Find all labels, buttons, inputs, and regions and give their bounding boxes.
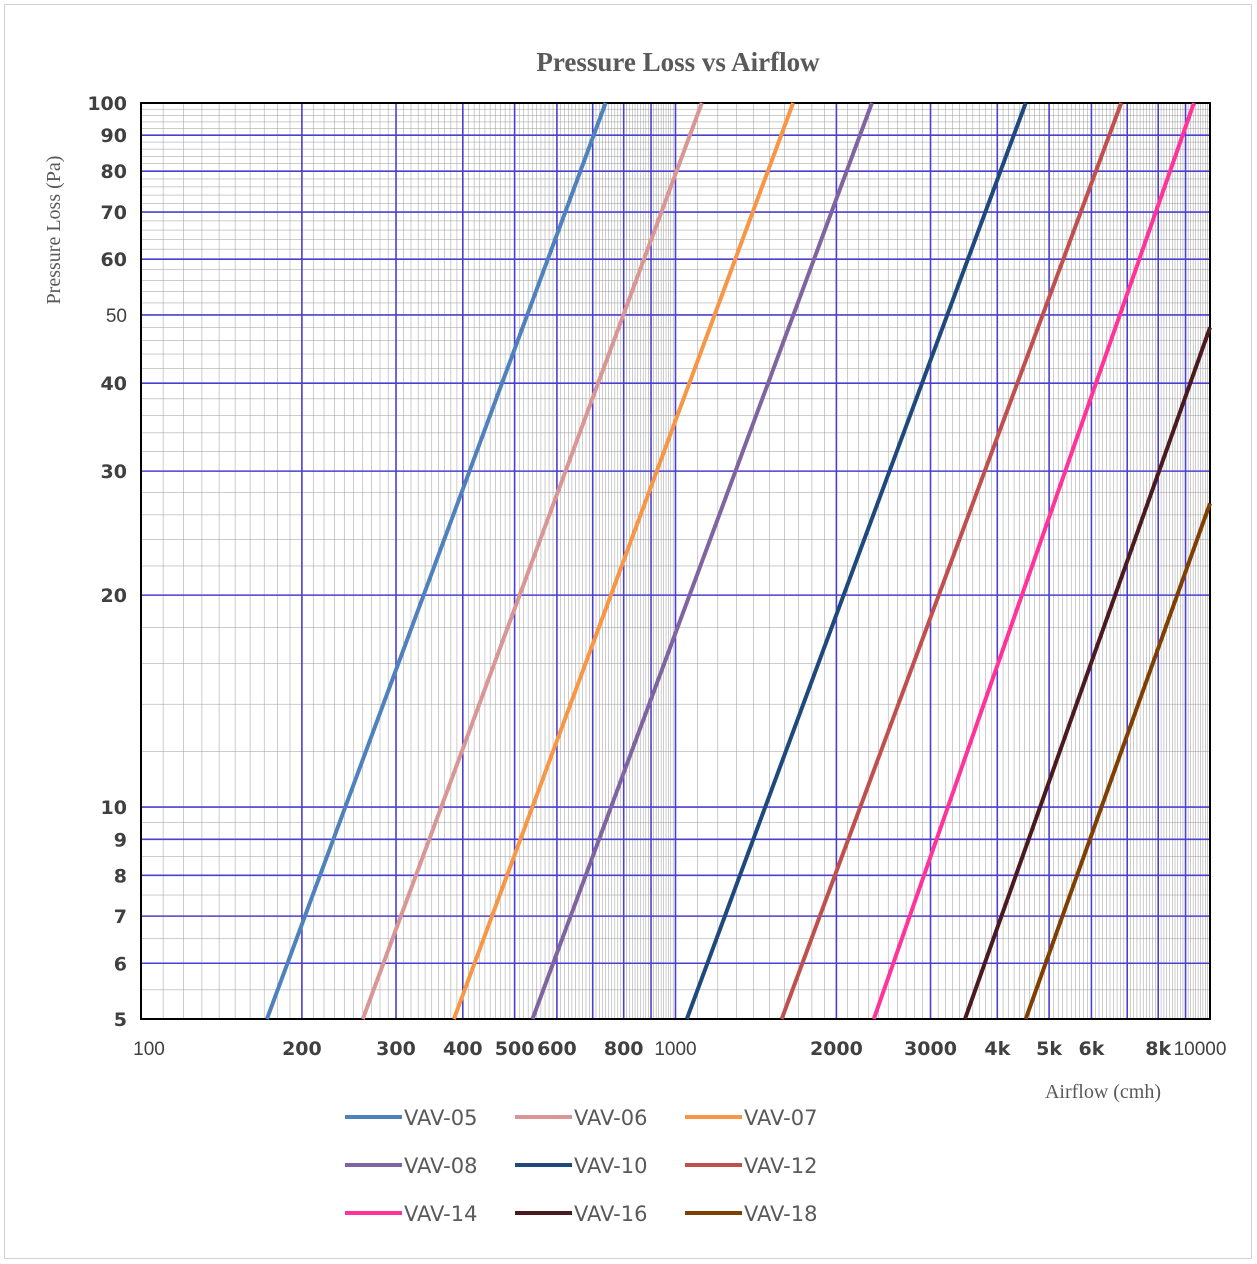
x-tick-label: 3000: [904, 1038, 957, 1060]
y-tick-label: 8: [114, 865, 127, 887]
chart-frame: [4, 4, 1252, 1259]
x-tick-label: 5k: [1036, 1038, 1062, 1060]
y-tick-label: 7: [114, 906, 127, 928]
major-grid: [141, 103, 1210, 1019]
plot-border: [140, 102, 1211, 1020]
legend: VAV-05 VAV-06 VAV-07 VAV-08 VAV-10 VAV-12 VAV-…: [345, 1106, 817, 1226]
legend-label-vav-06: VAV-06: [574, 1106, 647, 1130]
x-tick-label: 500: [495, 1038, 535, 1060]
series-line-vav-07: [452, 102, 795, 1020]
x-tick-labels: 100 200 300 400 500 600 800 1000 2000 3000 4k 5k 6k 8…: [133, 1038, 1226, 1060]
legend-label-vav-14: VAV-14: [404, 1202, 477, 1226]
y-tick-label: 30: [101, 461, 127, 483]
series-line-vav-08: [530, 102, 874, 1020]
series-line-vav-06: [360, 102, 704, 1020]
y-tick-label: 40: [101, 373, 127, 395]
x-tick-label: 10000: [1174, 1039, 1227, 1060]
x-tick-label: 6k: [1078, 1038, 1104, 1060]
y-tick-label: 10: [101, 797, 127, 819]
x-axis-title: Airflow (cmh): [1045, 1081, 1161, 1103]
y-tick-label: 70: [101, 202, 127, 224]
x-tick-label: 800: [604, 1038, 644, 1060]
x-tick-label: 2000: [810, 1038, 863, 1060]
y-tick-label: 5: [114, 1009, 127, 1031]
y-tick-label: 9: [114, 829, 127, 851]
chart-title: Pressure Loss vs Airflow: [536, 47, 820, 77]
series-line-vav-05: [265, 102, 608, 1020]
series-line-vav-10: [684, 102, 1028, 1020]
series-line-vav-14: [871, 102, 1196, 1020]
y-tick-label: 100: [87, 93, 127, 115]
legend-label-vav-18: VAV-18: [744, 1202, 817, 1226]
series-line-vav-18: [1023, 502, 1212, 1020]
y-tick-label: 20: [101, 585, 127, 607]
x-tick-label: 600: [537, 1038, 577, 1060]
legend-label-vav-07: VAV-07: [744, 1106, 817, 1130]
x-tick-label: 100: [133, 1039, 165, 1060]
legend-label-vav-08: VAV-08: [404, 1154, 477, 1178]
x-tick-label: 200: [282, 1038, 322, 1060]
x-tick-label: 4k: [984, 1038, 1010, 1060]
legend-label-vav-16: VAV-16: [574, 1202, 647, 1226]
series-lines: [265, 102, 1212, 1020]
y-tick-label: 80: [101, 161, 127, 183]
x-tick-label: 400: [443, 1038, 483, 1060]
legend-label-vav-05: VAV-05: [404, 1106, 477, 1130]
legend-label-vav-12: VAV-12: [744, 1154, 817, 1178]
y-tick-label: 6: [114, 953, 127, 975]
y-tick-label: 90: [101, 125, 127, 147]
x-tick-label: 300: [376, 1038, 416, 1060]
x-tick-label: 8k: [1145, 1038, 1171, 1060]
series-line-vav-16: [963, 326, 1212, 1020]
y-axis-title: Pressure Loss (Pa): [43, 156, 65, 305]
x-tick-label: 1000: [654, 1039, 696, 1060]
y-tick-label: 60: [101, 249, 127, 271]
y-tick-labels: 5 6 7 8 9 10 20 30 40 50 60 70 80 90 100: [87, 93, 127, 1031]
legend-label-vav-10: VAV-10: [574, 1154, 647, 1178]
series-line-vav-12: [779, 102, 1124, 1020]
y-tick-label: 50: [106, 306, 127, 327]
